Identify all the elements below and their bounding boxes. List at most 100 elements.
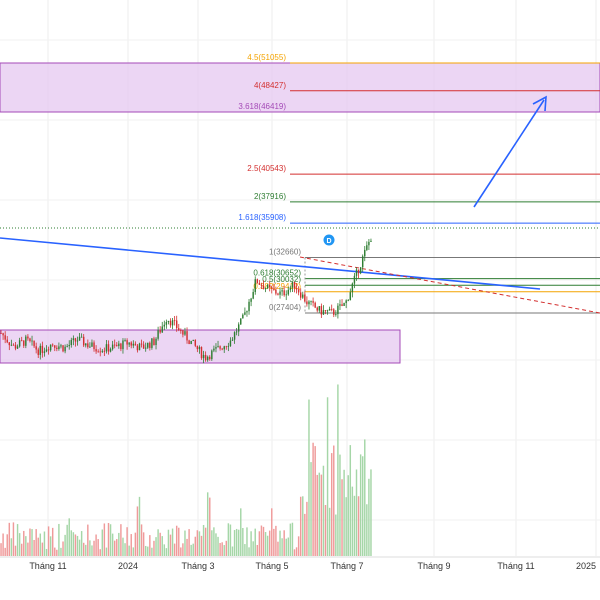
volume-bar	[4, 547, 6, 556]
candle-body	[25, 336, 27, 346]
candle-body	[188, 340, 190, 345]
candle-body	[339, 304, 341, 306]
volume-bar	[353, 495, 356, 556]
candle-body	[116, 345, 118, 347]
volume-bar	[122, 537, 124, 556]
candle-body	[29, 338, 31, 342]
candle-body	[233, 332, 236, 340]
candle-body	[273, 288, 275, 290]
volume-bar	[41, 542, 44, 556]
volume-bar	[138, 496, 141, 556]
candle-body	[6, 339, 8, 343]
zone-layer	[0, 62, 600, 364]
candle-body	[89, 346, 91, 348]
candle-body	[196, 345, 199, 350]
candle-body	[353, 275, 356, 284]
volume-bar	[180, 547, 182, 556]
volume-bar	[169, 534, 172, 556]
volume-bar	[149, 535, 151, 556]
candle-body	[109, 349, 112, 352]
candle-body	[225, 346, 228, 348]
volume-bar	[74, 534, 77, 556]
volume-bar	[31, 529, 33, 556]
volume-bar	[202, 524, 205, 556]
candle-body	[70, 339, 73, 346]
volume-bar	[82, 542, 85, 556]
candle-body	[194, 339, 197, 346]
volume-bar	[215, 533, 217, 556]
candle-body	[355, 269, 358, 276]
fib-label-1: 4(48427)	[254, 81, 286, 90]
projection-arrow	[473, 99, 545, 208]
volume-bar	[33, 539, 35, 556]
candle-body	[169, 320, 172, 326]
volume-bar	[217, 536, 219, 556]
volume-bar	[39, 533, 42, 556]
candle-body	[51, 344, 54, 346]
volume-bar	[242, 527, 244, 556]
candle-body	[122, 340, 124, 350]
volume-bar	[316, 474, 318, 556]
volume-bar	[361, 456, 364, 556]
volume-bar	[186, 538, 188, 556]
volume-bar	[293, 549, 296, 556]
candle-body	[49, 344, 52, 351]
candle-body	[264, 288, 267, 290]
volume-bar	[273, 528, 275, 556]
candle-body	[366, 245, 368, 250]
volume-bar	[281, 538, 283, 556]
volume-bar	[289, 523, 292, 556]
candle-body	[118, 343, 120, 347]
candle-body	[45, 349, 48, 352]
volume-bar	[105, 547, 108, 556]
volume-bar	[58, 523, 60, 556]
fib-label-8: 0.5(30032)	[262, 275, 301, 284]
volume-bar	[240, 508, 242, 556]
volume-bar	[47, 526, 50, 556]
candle-body	[120, 343, 122, 350]
volume-bar	[250, 531, 252, 556]
candle-body	[12, 344, 15, 346]
candle-body	[95, 349, 97, 352]
candle-body	[231, 339, 234, 341]
volume-bar	[295, 547, 298, 556]
volume-bar	[64, 534, 66, 556]
volume-bar	[2, 533, 4, 556]
candle-body	[134, 343, 137, 346]
candle-body	[227, 346, 230, 347]
fib-label-9: 0.382(29412)	[253, 282, 301, 291]
volume-bar	[128, 545, 130, 556]
candle-body	[103, 350, 106, 352]
candle-body	[293, 281, 296, 289]
candle-body	[64, 346, 66, 352]
candle-body	[202, 354, 205, 359]
event-marker[interactable]: D	[323, 234, 335, 246]
candle-body	[80, 336, 83, 338]
volume-bar	[285, 538, 287, 556]
candle-body	[361, 256, 364, 268]
candle-body	[82, 336, 85, 346]
candle-body	[330, 308, 333, 310]
candle-body	[237, 324, 240, 332]
volume-bar	[297, 536, 300, 556]
volume-bar	[184, 530, 186, 556]
volume-bar	[113, 540, 116, 556]
candle-body	[333, 309, 335, 315]
candle-body	[149, 342, 151, 348]
volume-bar	[23, 530, 25, 556]
candle-body	[105, 344, 108, 352]
candle-body	[310, 301, 312, 302]
volume-bar	[80, 531, 83, 556]
fib-label-0: 4.5(51055)	[247, 53, 286, 62]
candle-body	[240, 318, 242, 325]
fib-label-7: 0.618(30652)	[253, 269, 301, 278]
candle-body	[198, 347, 201, 350]
volume-bar	[18, 533, 21, 556]
volume-bar	[190, 544, 192, 556]
candle-body	[275, 289, 277, 294]
candle-body	[175, 320, 178, 329]
candle-body	[4, 335, 6, 340]
candle-body	[341, 304, 343, 306]
volume-bar	[54, 547, 56, 556]
